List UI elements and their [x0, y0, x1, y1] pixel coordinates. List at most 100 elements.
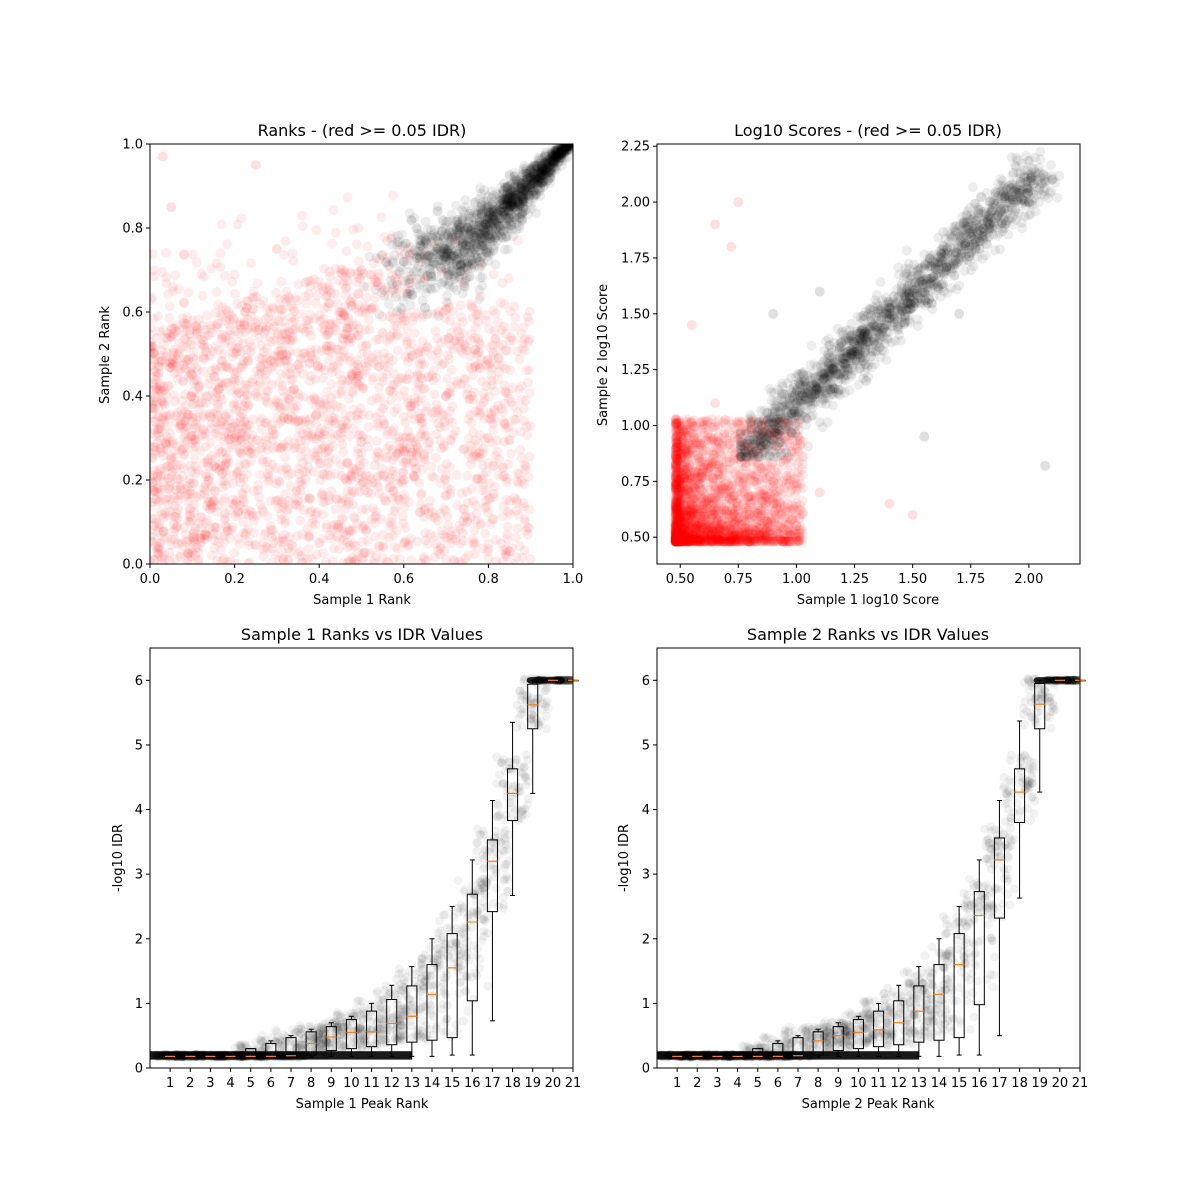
non-significant-peak-point — [410, 437, 421, 448]
non-significant-peak-point — [366, 473, 377, 484]
non-significant-peak-point — [445, 530, 456, 541]
non-significant-peak-point — [353, 430, 364, 441]
non-significant-peak-point — [150, 536, 156, 547]
non-significant-peak-point — [251, 366, 262, 377]
non-significant-peak-point — [202, 390, 213, 401]
non-significant-peak-point — [363, 422, 374, 433]
non-significant-peak-point — [447, 401, 458, 412]
non-significant-peak-point — [319, 364, 330, 375]
non-significant-peak-point — [245, 346, 256, 357]
non-significant-peak-point — [470, 344, 481, 355]
non-significant-peak-point — [174, 338, 185, 349]
non-significant-peak-point — [301, 298, 312, 309]
non-significant-peak-point — [368, 503, 379, 514]
y-tick-label: 1.0 — [122, 138, 143, 153]
non-significant-peak-point — [213, 444, 224, 455]
non-significant-peak-point — [455, 300, 466, 311]
non-significant-peak-point — [190, 434, 201, 445]
non-significant-peak-point — [175, 484, 186, 495]
non-significant-peak-point — [248, 286, 259, 297]
non-significant-peak-point — [516, 394, 527, 405]
non-significant-peak-point — [165, 428, 176, 439]
non-significant-peak-point — [304, 492, 315, 503]
non-significant-peak-point — [216, 334, 227, 345]
non-significant-peak-point — [327, 433, 338, 444]
non-significant-peak-point — [325, 470, 336, 481]
significant-peak-point — [429, 224, 440, 235]
non-significant-peak-point — [220, 480, 231, 491]
non-significant-peak-point — [420, 528, 431, 539]
non-significant-peak-point — [174, 347, 185, 358]
non-significant-peak-point — [448, 344, 459, 355]
non-significant-peak-point — [335, 307, 346, 317]
non-significant-peak-point — [296, 451, 307, 462]
non-significant-peak-point — [164, 301, 175, 312]
non-significant-peak-point — [159, 416, 170, 427]
non-significant-peak-point — [512, 523, 523, 534]
non-significant-peak-point — [150, 392, 161, 403]
non-significant-peak-point — [345, 268, 356, 279]
non-significant-peak-point — [460, 511, 471, 522]
non-significant-peak-point — [480, 528, 491, 539]
non-significant-peak-point — [442, 373, 453, 384]
non-significant-peak-point — [150, 441, 156, 452]
non-significant-peak-point — [398, 466, 409, 477]
non-significant-peak-point — [324, 443, 335, 454]
significant-peak-point — [398, 256, 409, 267]
non-significant-peak-point — [188, 409, 199, 420]
non-significant-peak-point — [376, 212, 387, 223]
non-significant-peak-point — [252, 278, 263, 289]
non-significant-peak-point — [291, 485, 302, 496]
non-significant-peak-point — [371, 451, 382, 462]
non-significant-peak-point — [409, 312, 420, 323]
non-significant-peak-point — [522, 522, 533, 533]
x-tick-label: 0.2 — [224, 572, 245, 587]
non-significant-peak-point — [322, 329, 333, 340]
non-significant-peak-point — [398, 538, 409, 549]
non-significant-peak-point — [244, 447, 255, 458]
non-significant-peak-point — [300, 348, 311, 359]
non-significant-peak-point — [448, 554, 459, 564]
non-significant-peak-point — [240, 530, 251, 541]
non-significant-peak-point — [158, 325, 169, 336]
non-significant-peak-point — [266, 557, 277, 564]
non-significant-peak-point — [355, 436, 366, 447]
significant-peak-point — [490, 259, 501, 270]
non-significant-peak-point — [236, 434, 247, 445]
non-significant-peak-point — [525, 553, 536, 564]
non-significant-peak-point — [204, 472, 215, 483]
non-significant-peak-point — [281, 505, 292, 516]
non-significant-peak-point — [302, 553, 313, 564]
non-significant-peak-point — [340, 495, 351, 506]
non-significant-peak-point — [353, 473, 364, 484]
non-significant-peak-point — [351, 239, 362, 250]
non-significant-peak-point — [277, 380, 288, 391]
non-significant-peak-point — [211, 365, 222, 376]
non-significant-peak-point — [239, 320, 250, 331]
non-significant-peak-point — [165, 453, 176, 464]
non-significant-peak-point — [228, 313, 239, 324]
non-significant-peak-point — [357, 521, 368, 532]
non-significant-peak-point — [167, 467, 178, 478]
non-significant-peak-point — [278, 533, 289, 544]
non-significant-peak-point — [186, 430, 197, 441]
non-significant-peak-point — [267, 459, 278, 470]
non-significant-peak-point — [445, 484, 456, 495]
non-significant-peak-point — [300, 445, 311, 456]
non-significant-peak-point — [383, 362, 394, 373]
non-significant-peak-point — [352, 330, 363, 341]
non-significant-peak-point — [166, 362, 177, 373]
non-significant-peak-point — [214, 383, 225, 394]
non-significant-peak-point — [347, 369, 358, 380]
non-significant-peak-point — [280, 294, 291, 305]
non-significant-peak-point — [205, 350, 216, 361]
non-significant-peak-point — [210, 307, 221, 318]
non-significant-peak-point — [154, 384, 165, 395]
non-significant-peak-point — [292, 530, 303, 541]
non-significant-peak-point — [212, 555, 223, 564]
non-significant-peak-point — [260, 369, 271, 380]
non-significant-peak-point — [209, 460, 220, 471]
non-significant-peak-point — [508, 400, 519, 411]
significant-peak-point — [469, 198, 480, 209]
